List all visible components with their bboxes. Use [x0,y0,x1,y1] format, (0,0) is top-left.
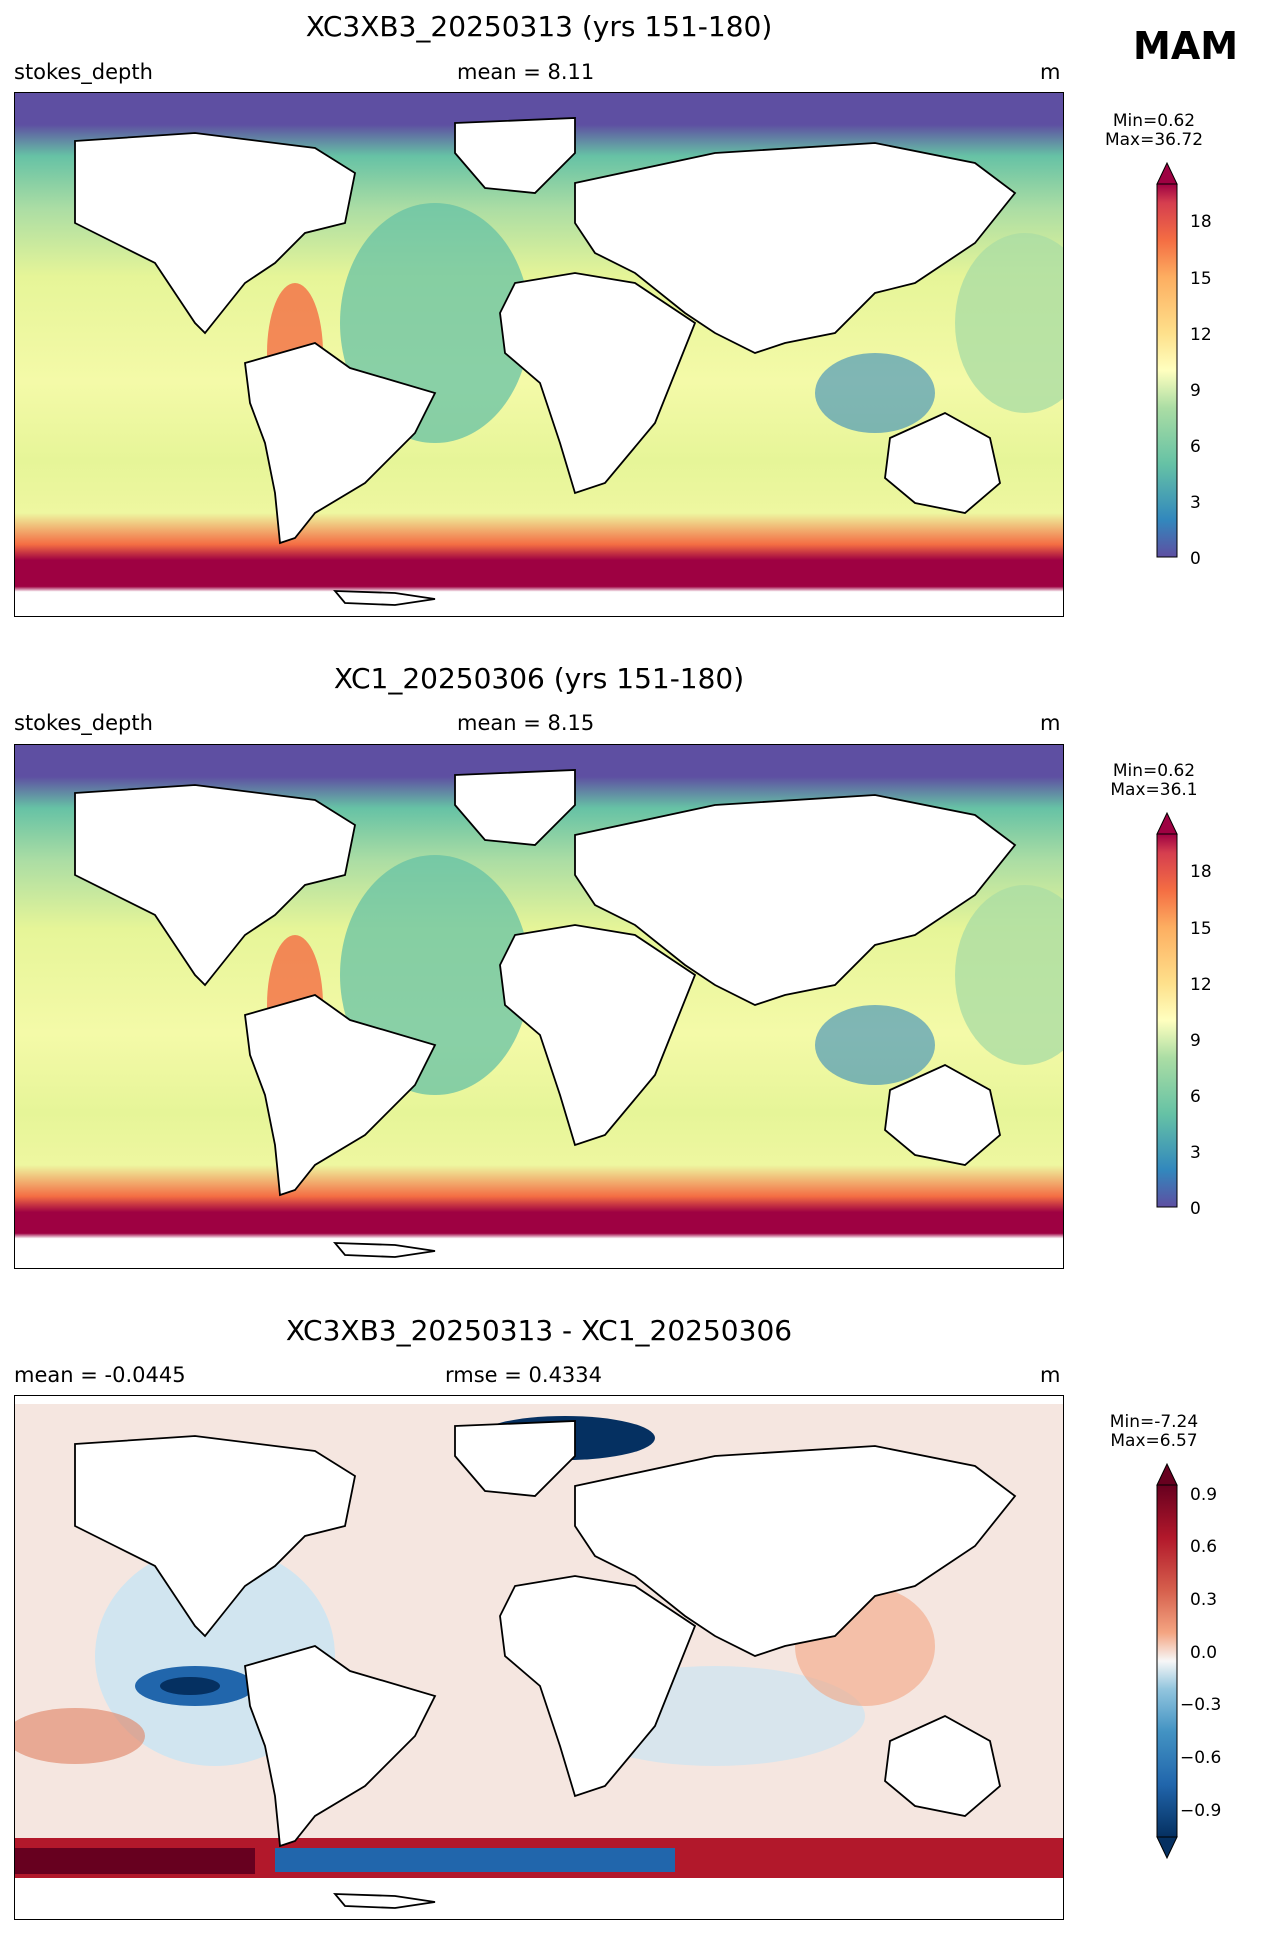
panel3-map [14,1395,1064,1920]
colorbar-tick-label: 3 [1190,1143,1201,1163]
panel3-mean-label: mean = -0.0445 [14,1363,186,1387]
panel3-tick-labels: 0.9 0.6 0.3 0.0 −0.3 −0.6 −0.9 [1180,1485,1256,1837]
colorbar-tick-label: 18 [1190,212,1212,232]
panel1-min-label: Min=0.62 [1112,111,1196,131]
panel1-variable-label: stokes_depth [14,60,153,84]
colorbar-tick-label: −0.3 [1180,1695,1222,1715]
panel2-min-label: Min=0.62 [1112,761,1196,781]
panel3-rmse-label: rmse = 0.4334 [445,1363,603,1387]
season-label: MAM [1133,24,1239,68]
colorbar-tick-label: 12 [1190,975,1212,995]
colorbar-tick-label: 12 [1190,325,1212,345]
panel2-title: XC1_20250306 (yrs 151-180) [333,662,745,695]
panel2-mean-label: mean = 8.15 [457,711,595,735]
panel1-max-label: Max=36.72 [1104,130,1204,150]
colorbar-tick-label: 6 [1190,1087,1201,1107]
colorbar-tick-label: 18 [1190,862,1212,882]
colorbar-tick-label: 0 [1190,549,1201,569]
colorbar-tick-label: 0.3 [1190,1590,1218,1610]
panel2-variable-label: stokes_depth [14,711,153,735]
colorbar-tick-label: 15 [1190,269,1212,289]
colorbar-tick-label: 0.9 [1190,1485,1218,1505]
panel2-tick-labels: 18 15 12 9 6 3 0 [1186,834,1246,1219]
panel3-colorbar [1156,1463,1178,1859]
colorbar-tick-label: 6 [1190,437,1201,457]
panel3-max-label: Max=6.57 [1110,1431,1198,1451]
colorbar-tick-label: 9 [1190,1031,1201,1051]
colorbar-tick-label: 0.0 [1190,1643,1218,1663]
colorbar-tick-label: 15 [1190,919,1212,939]
panel1-map [14,92,1064,617]
panel1-colorbar [1156,162,1178,558]
panel1-mean-label: mean = 8.11 [457,60,595,84]
colorbar-tick-label: −0.6 [1180,1748,1222,1768]
panel1-title: XC3XB3_20250313 (yrs 151-180) [305,10,773,43]
panel3-units-label: m [1040,1363,1061,1387]
panel1-tick-labels: 18 15 12 9 6 3 0 [1186,184,1246,569]
colorbar-tick-label: 3 [1190,493,1201,513]
colorbar-tick-label: 0.6 [1190,1537,1218,1557]
panel3-min-label: Min=-7.24 [1109,1412,1199,1432]
panel2-units-label: m [1040,711,1061,735]
panel2-max-label: Max=36.1 [1110,780,1198,800]
colorbar-tick-label: −0.9 [1180,1801,1222,1821]
panel1-units-label: m [1040,60,1061,84]
panel3-title: XC3XB3_20250313 - XC1_20250306 [285,1314,793,1347]
panel2-map [14,744,1064,1269]
colorbar-tick-label: 0 [1190,1199,1201,1219]
colorbar-tick-label: 9 [1190,381,1201,401]
panel2-colorbar [1156,812,1178,1208]
